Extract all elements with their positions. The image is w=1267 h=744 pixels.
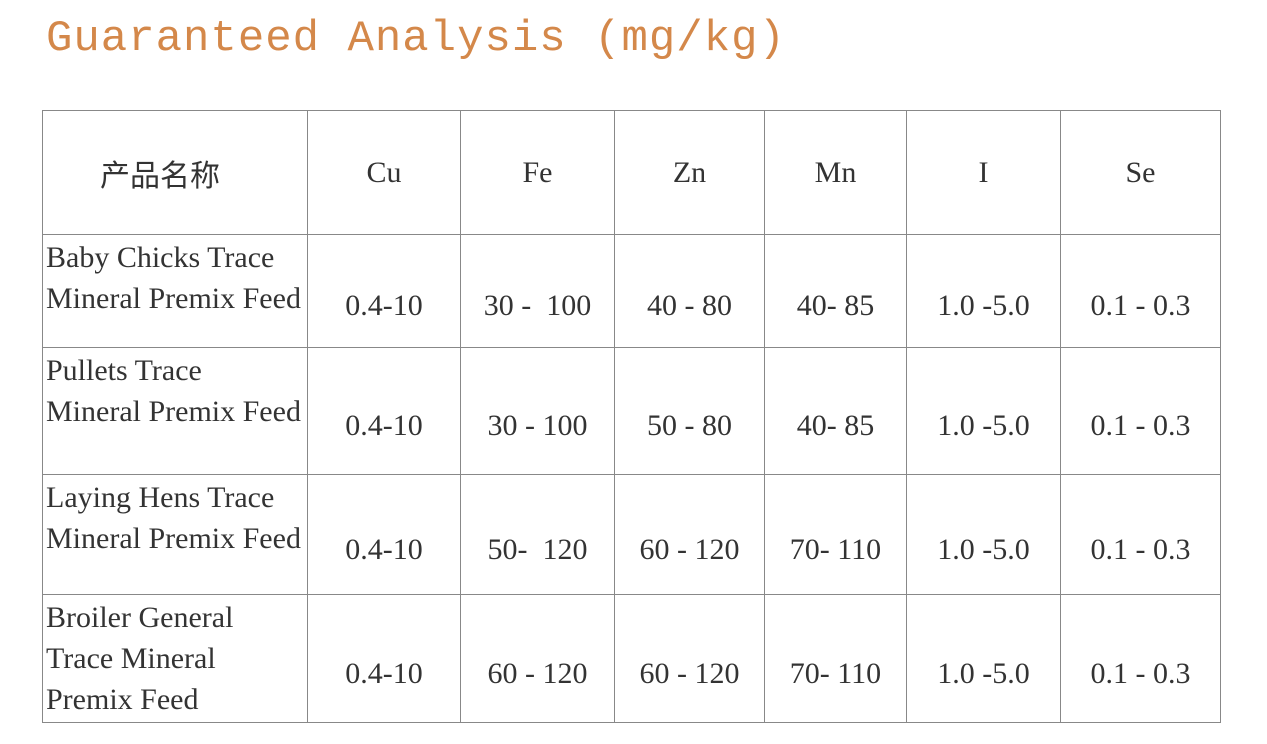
value-cell: 1.0 -5.0 (906, 234, 1061, 348)
value-cell: 1.0 -5.0 (906, 474, 1061, 595)
value-cell: 70- 110 (764, 474, 907, 595)
column-header: I (906, 110, 1061, 235)
value-cell: 1.0 -5.0 (906, 594, 1061, 723)
column-header: Fe (460, 110, 615, 235)
value-cell: 30 - 100 (460, 347, 615, 475)
value-cell: 60 - 120 (460, 594, 615, 723)
value-cell: 30 - 100 (460, 234, 615, 348)
value-cell: 60 - 120 (614, 594, 765, 723)
column-header: Zn (614, 110, 765, 235)
value-cell: 0.4-10 (307, 347, 461, 475)
product-name: Laying Hens Trace Mineral Premix Feed (42, 474, 308, 595)
product-name: Pullets Trace Mineral Premix Feed (42, 347, 308, 475)
value-cell: 40- 85 (764, 234, 907, 348)
value-cell: 0.4-10 (307, 234, 461, 348)
column-header: Cu (307, 110, 461, 235)
value-cell: 1.0 -5.0 (906, 347, 1061, 475)
value-cell: 0.1 - 0.3 (1060, 234, 1221, 348)
value-cell: 50 - 80 (614, 347, 765, 475)
value-cell: 60 - 120 (614, 474, 765, 595)
product-name: Broiler General Trace Mineral Premix Fee… (42, 594, 308, 723)
value-cell: 40- 85 (764, 347, 907, 475)
value-cell: 0.4-10 (307, 474, 461, 595)
value-cell: 40 - 80 (614, 234, 765, 348)
value-cell: 0.4-10 (307, 594, 461, 723)
column-header: Se (1060, 110, 1221, 235)
table-row: Baby Chicks Trace Mineral Premix Feed 0.4… (42, 234, 1221, 348)
value-cell: 0.1 - 0.3 (1060, 594, 1221, 723)
value-cell: 70- 110 (764, 594, 907, 723)
table-row: Laying Hens Trace Mineral Premix Feed 0.4… (42, 474, 1221, 595)
value-cell: 0.1 - 0.3 (1060, 474, 1221, 595)
header-row: 产品名称 Cu Fe Zn Mn I Se (42, 110, 1221, 235)
column-header: Mn (764, 110, 907, 235)
analysis-table: 产品名称 Cu Fe Zn Mn I Se Baby Chicks Trace Minera… (42, 110, 1221, 723)
table-row: Broiler General Trace Mineral Premix Fee… (42, 594, 1221, 723)
product-name: Baby Chicks Trace Mineral Premix Feed (42, 234, 308, 348)
value-cell: 50- 120 (460, 474, 615, 595)
table-row: Pullets Trace Mineral Premix Feed 0.4-10 3… (42, 347, 1221, 475)
title: Guaranteed Analysis (mg/kg) (46, 14, 786, 64)
column-header: 产品名称 (42, 110, 308, 235)
value-cell: 0.1 - 0.3 (1060, 347, 1221, 475)
